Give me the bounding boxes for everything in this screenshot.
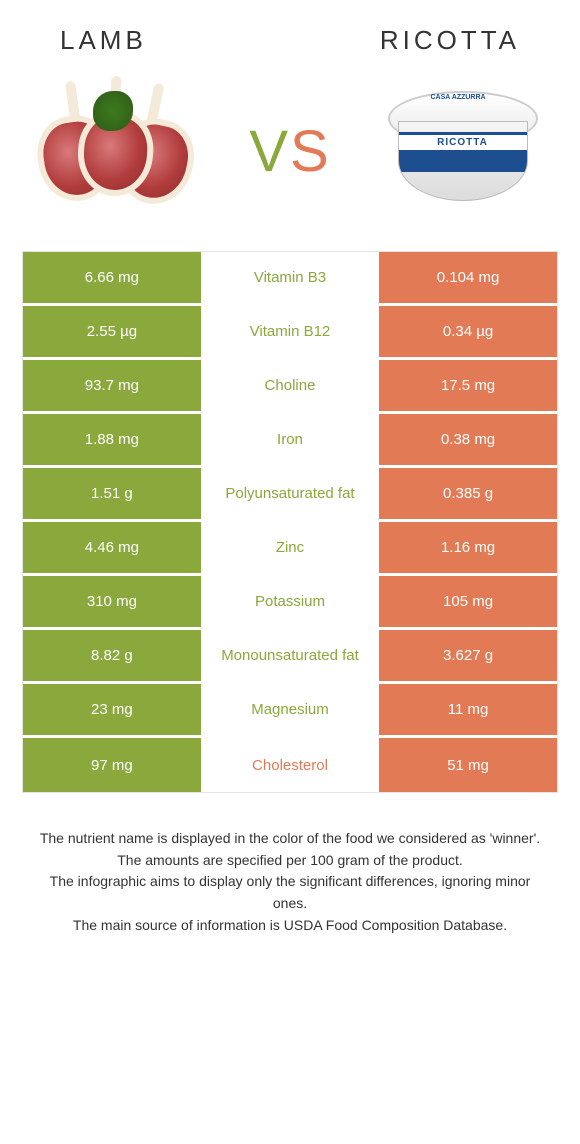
ricotta-brand: CASA AZZURRA	[431, 94, 486, 101]
lamb-illustration	[30, 81, 205, 221]
left-value: 23 mg	[23, 684, 201, 735]
hero-row: VS CASA AZZURRA RICOTTA	[0, 66, 580, 246]
footnote-line: The infographic aims to display only the…	[35, 871, 545, 914]
title-row: Lamb Ricotta	[0, 0, 580, 66]
footnotes: The nutrient name is displayed in the co…	[0, 828, 580, 936]
footnote-line: The main source of information is USDA F…	[35, 915, 545, 937]
table-row: 6.66 mgVitamin B30.104 mg	[23, 252, 557, 306]
table-row: 23 mgMagnesium11 mg	[23, 684, 557, 738]
right-value: 51 mg	[379, 738, 557, 792]
right-value: 11 mg	[379, 684, 557, 735]
ricotta-illustration: CASA AZZURRA RICOTTA	[375, 81, 550, 221]
nutrient-name: Polyunsaturated fat	[201, 468, 379, 519]
nutrient-name: Cholesterol	[201, 738, 379, 792]
right-value: 17.5 mg	[379, 360, 557, 411]
table-row: 1.51 gPolyunsaturated fat0.385 g	[23, 468, 557, 522]
vs-letter-s: S	[290, 119, 331, 184]
table-row: 4.46 mgZinc1.16 mg	[23, 522, 557, 576]
nutrient-name: Monounsaturated fat	[201, 630, 379, 681]
ricotta-tub-label: RICOTTA	[399, 135, 527, 150]
title-right: Ricotta	[380, 25, 520, 56]
nutrient-name: Magnesium	[201, 684, 379, 735]
left-value: 2.55 µg	[23, 306, 201, 357]
right-value: 0.38 mg	[379, 414, 557, 465]
nutrient-name: Zinc	[201, 522, 379, 573]
right-value: 0.385 g	[379, 468, 557, 519]
table-row: 97 mgCholesterol51 mg	[23, 738, 557, 792]
left-value: 310 mg	[23, 576, 201, 627]
table-row: 2.55 µgVitamin B120.34 µg	[23, 306, 557, 360]
left-value: 1.51 g	[23, 468, 201, 519]
left-value: 93.7 mg	[23, 360, 201, 411]
left-value: 97 mg	[23, 738, 201, 792]
right-value: 0.34 µg	[379, 306, 557, 357]
footnote-line: The amounts are specified per 100 gram o…	[35, 850, 545, 872]
left-value: 8.82 g	[23, 630, 201, 681]
vs-label: VS	[249, 118, 330, 185]
left-value: 4.46 mg	[23, 522, 201, 573]
nutrient-name: Vitamin B3	[201, 252, 379, 303]
nutrient-name: Potassium	[201, 576, 379, 627]
table-row: 310 mgPotassium105 mg	[23, 576, 557, 630]
nutrient-name: Vitamin B12	[201, 306, 379, 357]
nutrient-name: Choline	[201, 360, 379, 411]
table-row: 8.82 gMonounsaturated fat3.627 g	[23, 630, 557, 684]
right-value: 105 mg	[379, 576, 557, 627]
left-value: 1.88 mg	[23, 414, 201, 465]
table-row: 1.88 mgIron0.38 mg	[23, 414, 557, 468]
table-row: 93.7 mgCholine17.5 mg	[23, 360, 557, 414]
nutrient-name: Iron	[201, 414, 379, 465]
right-value: 1.16 mg	[379, 522, 557, 573]
footnote-line: The nutrient name is displayed in the co…	[35, 828, 545, 850]
nutrient-table: 6.66 mgVitamin B30.104 mg2.55 µgVitamin …	[22, 251, 558, 793]
vs-letter-v: V	[249, 119, 290, 184]
right-value: 3.627 g	[379, 630, 557, 681]
left-value: 6.66 mg	[23, 252, 201, 303]
title-left: Lamb	[60, 25, 147, 56]
right-value: 0.104 mg	[379, 252, 557, 303]
